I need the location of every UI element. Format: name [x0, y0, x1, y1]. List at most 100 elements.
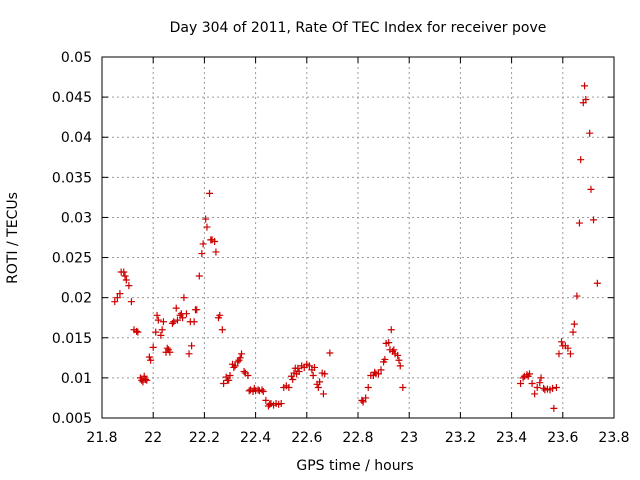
data-point [163, 344, 171, 352]
data-point [120, 268, 128, 276]
data-point [540, 384, 548, 392]
data-point [168, 319, 176, 327]
data-point [240, 367, 248, 375]
data-point [550, 404, 558, 412]
data-point [258, 386, 266, 394]
data-point [359, 398, 367, 406]
data-point [262, 396, 270, 404]
data-point [319, 390, 327, 398]
data-point [198, 250, 206, 258]
data-point [212, 248, 220, 256]
data-point [211, 238, 219, 246]
data-point [226, 371, 234, 379]
x-tick-label: 23.4 [496, 430, 527, 446]
data-point [285, 384, 293, 392]
data-point [358, 396, 366, 404]
data-point [159, 318, 167, 326]
data-point [259, 388, 267, 396]
data-point [526, 370, 534, 378]
y-tick-label: 0.005 [52, 411, 92, 427]
data-point [153, 311, 161, 319]
data-point [377, 366, 385, 374]
data-point [314, 384, 322, 392]
data-point [309, 371, 317, 379]
data-point [552, 384, 560, 392]
data-point [179, 314, 187, 322]
data-point [236, 354, 244, 362]
data-point [142, 375, 150, 383]
data-point [555, 350, 563, 358]
data-point [113, 294, 121, 302]
data-point [310, 363, 318, 371]
data-point [218, 326, 226, 334]
data-point [216, 311, 224, 319]
data-point [202, 215, 210, 223]
data-point [125, 282, 133, 290]
data-point [134, 328, 142, 336]
data-point [121, 272, 129, 280]
x-tick-label: 22 [144, 430, 162, 446]
data-point [587, 185, 595, 193]
data-point [582, 96, 590, 104]
data-point [566, 350, 574, 358]
plot-frame [101, 56, 615, 419]
data-point [245, 387, 253, 395]
y-axis-label: ROTI / TECUs [5, 192, 21, 284]
data-point [558, 338, 566, 346]
data-point [158, 326, 166, 334]
y-tick-label: 0.035 [52, 170, 92, 186]
data-point [147, 356, 155, 364]
data-point [152, 328, 160, 336]
data-point [528, 380, 536, 388]
data-point [203, 223, 211, 231]
data-point [316, 378, 324, 386]
data-point [586, 129, 594, 137]
data-point [111, 298, 119, 306]
data-point [127, 298, 135, 306]
y-tick-label: 0.015 [52, 331, 92, 347]
data-point [570, 320, 578, 328]
data-point [326, 349, 334, 357]
x-tick-label: 22.6 [291, 430, 322, 446]
data-point [569, 328, 577, 336]
data-point [172, 304, 180, 312]
data-point [590, 216, 598, 224]
data-point [206, 189, 214, 197]
data-point [399, 384, 407, 392]
chart-title: Day 304 of 2011, Rate Of TEC Index for r… [170, 20, 547, 36]
data-point [182, 310, 190, 318]
x-tick-labels: 21.8 22 22.2 22.4 22.6 22.8 23 23.2 23.4 23.6 23.8 [86, 430, 629, 446]
data-point [390, 346, 398, 354]
data-point [225, 376, 233, 384]
data-point [531, 390, 539, 398]
data-point [364, 384, 372, 392]
data-point [145, 353, 153, 361]
data-point [234, 358, 242, 366]
data-point [238, 350, 246, 358]
data-point [581, 82, 589, 90]
data-point [244, 371, 252, 379]
data-point [188, 342, 196, 350]
data-point [381, 355, 389, 363]
data-point [149, 343, 157, 351]
data-point [289, 375, 297, 383]
data-point [231, 362, 239, 370]
data-point [143, 376, 151, 384]
data-point [174, 316, 182, 324]
x-tick-label: 23.8 [598, 430, 629, 446]
data-point [385, 339, 393, 347]
data-point [166, 348, 174, 356]
data-point [573, 292, 581, 300]
y-tick-label: 0.025 [52, 251, 92, 267]
data-point [387, 326, 395, 334]
data-point [305, 362, 313, 370]
y-tick-label: 0.01 [61, 371, 92, 387]
y-tick-labels: 0.005 0.01 0.015 0.02 0.025 0.03 0.035 0.04 0.04… [52, 50, 92, 427]
data-point [577, 156, 585, 164]
data-point [190, 318, 198, 326]
x-axis-label: GPS time / hours [296, 458, 413, 474]
y-tick-label: 0.02 [61, 291, 92, 307]
data-point [230, 363, 238, 371]
data-point [519, 374, 527, 382]
data-point [362, 394, 370, 402]
